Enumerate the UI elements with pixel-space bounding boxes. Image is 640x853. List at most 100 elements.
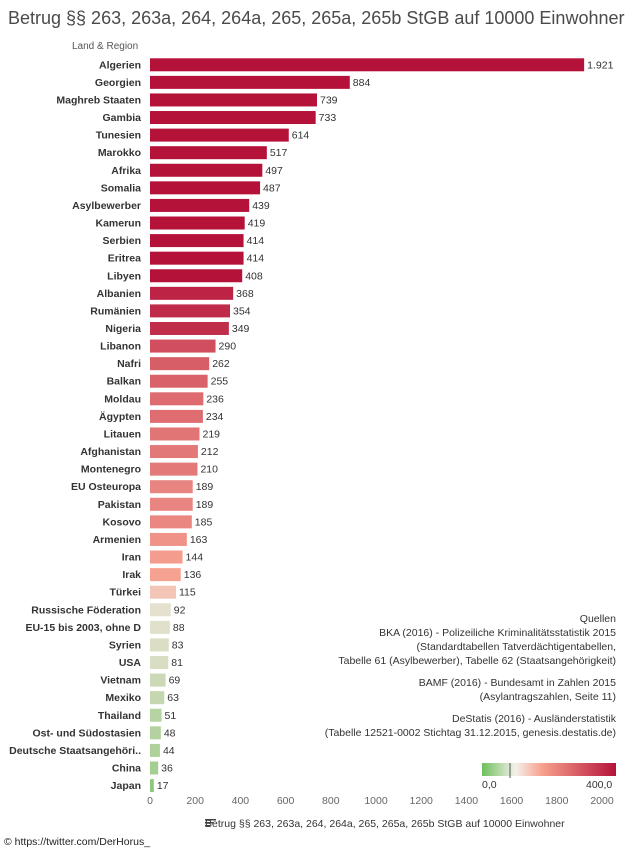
sources-panel: Quellen BKA (2016) - Polizeiliche Krimin… (286, 612, 616, 740)
chart-title: Betrug §§ 263, 263a, 264, 264a, 265, 265… (8, 8, 625, 28)
source-bamf-line1: BAMF (2016) - Bundesamt in Zahlen 2015 (418, 677, 616, 689)
value-label: 739 (320, 94, 338, 106)
category-label: Somalia (101, 182, 141, 194)
category-label: Tunesien (96, 130, 141, 142)
bar (150, 321, 229, 335)
category-label: Nafri (117, 358, 141, 370)
source-bka-line1: BKA (2016) - Polizeiliche Kriminalitätss… (379, 627, 616, 639)
category-label: Marokko (98, 147, 141, 159)
category-label: Deutsche Staatsangehöri.. (9, 745, 141, 757)
category-label: Georgien (95, 77, 141, 89)
bar (150, 304, 231, 318)
bar (150, 585, 176, 599)
category-label: EU-15 bis 2003, ohne D (25, 622, 141, 634)
bar (150, 269, 243, 283)
bar (150, 708, 162, 722)
bar (150, 374, 208, 388)
value-label: 185 (195, 516, 213, 528)
bar (150, 638, 169, 652)
bar (150, 357, 210, 371)
category-label: USA (119, 657, 142, 669)
category-label: China (112, 762, 141, 774)
category-label: Eritrea (108, 253, 141, 265)
bar (150, 532, 187, 546)
category-label: Iran (122, 552, 141, 564)
bar (150, 251, 244, 265)
x-tick-label: 0 (147, 795, 153, 807)
category-label: Kamerun (95, 218, 141, 230)
value-label: 255 (211, 376, 229, 388)
bar (150, 691, 165, 705)
value-label: 36 (161, 762, 173, 774)
value-label: 614 (292, 130, 310, 142)
category-label: Maghreb Staaten (56, 94, 141, 106)
value-label: 88 (173, 622, 185, 634)
bar (150, 515, 192, 529)
legend-high-label: 400,0 (586, 779, 613, 791)
value-label: 368 (236, 288, 254, 300)
value-label: 44 (163, 745, 175, 757)
category-label: Ägypten (99, 410, 141, 423)
category-label: Kosovo (102, 516, 141, 528)
bar (150, 75, 350, 89)
x-tick-label: 2000 (590, 795, 614, 807)
source-bka-line2: (Standardtabellen Tatverdächtigentabelle… (416, 641, 616, 653)
category-label: Afghanistan (80, 446, 141, 458)
bar (150, 181, 261, 195)
category-label: Japan (111, 780, 141, 792)
value-label: 115 (179, 587, 196, 599)
value-label: 487 (263, 182, 281, 194)
x-tick-label: 1400 (455, 795, 479, 807)
x-tick-label: 1600 (500, 795, 524, 807)
bar (150, 146, 267, 160)
value-label: 414 (247, 235, 265, 247)
category-label: Albanien (97, 288, 141, 300)
value-label: 219 (202, 428, 220, 440)
source-bka-line3: Tabelle 61 (Asylbewerber), Tabelle 62 (S… (338, 655, 616, 667)
bar (150, 497, 193, 511)
x-axis-title[interactable]: Betrug §§ 263, 263a, 264, 264a, 265, 265… (205, 818, 574, 830)
category-label: Ost- und Südostasien (32, 727, 141, 739)
x-tick-label: 1200 (410, 795, 434, 807)
category-label: Russische Föderation (31, 604, 141, 616)
category-label: EU Osteuropa (71, 481, 141, 493)
value-label: 497 (265, 165, 283, 177)
bar (150, 409, 203, 423)
value-label: 136 (184, 569, 202, 581)
category-label: Nigeria (105, 323, 141, 335)
category-label: Irak (122, 569, 141, 581)
bar (150, 445, 198, 459)
sources-heading: Quellen (579, 613, 616, 625)
value-label: 234 (206, 411, 224, 423)
category-label: Moldau (104, 393, 141, 405)
bar (150, 128, 289, 142)
bar (150, 673, 166, 687)
value-label: 63 (167, 692, 179, 704)
bar (150, 603, 171, 617)
bar (150, 743, 160, 757)
value-label: 262 (212, 358, 230, 370)
legend-low-label: 0,0 (482, 779, 497, 791)
source-destatis-line1: DeStatis (2016) - Ausländerstatistik (452, 713, 616, 725)
region-column-header[interactable]: Land & Region (72, 41, 139, 52)
bar (150, 462, 198, 476)
value-label: 236 (206, 393, 224, 405)
value-label: 414 (247, 253, 265, 265)
bar (150, 779, 154, 793)
category-label: Libyen (107, 270, 141, 282)
category-label: Thailand (98, 710, 141, 722)
category-label: Algerien (99, 59, 141, 71)
category-label: Türkei (109, 587, 141, 599)
value-label: 189 (196, 499, 214, 511)
value-label: 408 (245, 270, 263, 282)
category-label: Pakistan (98, 499, 141, 511)
x-tick-label: 1000 (364, 795, 388, 807)
x-tick-label: 800 (322, 795, 340, 807)
x-axis-title-text: Betrug §§ 263, 263a, 264, 264a, 265, 265… (205, 818, 565, 830)
category-label: Rumänien (90, 305, 141, 317)
bar (150, 550, 183, 564)
value-label: 419 (248, 218, 266, 230)
bar (150, 111, 316, 125)
category-label: Mexiko (105, 692, 141, 704)
